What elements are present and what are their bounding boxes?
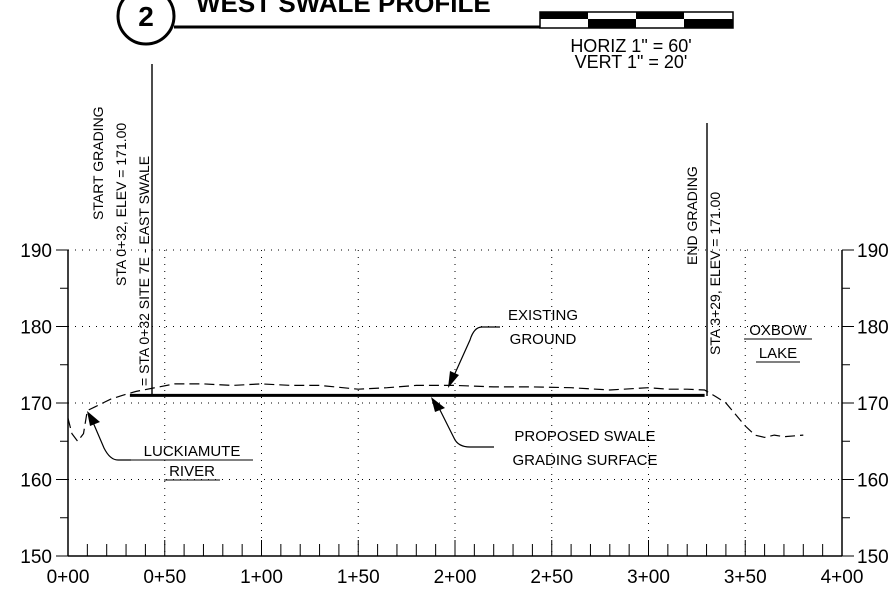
existing-ground-arrowhead [448, 371, 459, 388]
x-tick-label: 4+00 [821, 567, 864, 588]
lake-label-2: LAKE [759, 345, 797, 362]
scale-bar-seg-3 [636, 12, 684, 19]
y-tick-label-left: 160 [20, 471, 52, 492]
proposed-swale-label-1: PROPOSED SWALE [514, 428, 655, 445]
axis-ticks [56, 249, 854, 557]
profile-title: WEST SWALE PROFILE [196, 0, 491, 18]
river-leader [91, 419, 131, 461]
scale-bar-seg-4 [684, 19, 733, 28]
y-tick-label-right: 170 [857, 394, 889, 415]
end-grading-label: END GRADING [684, 166, 700, 265]
x-tick-label: 3+50 [724, 567, 767, 588]
axis-labels: 0+00 0+50 1+00 1+50 2+00 2+50 3+00 3+50 4+00 190 1… [20, 241, 888, 588]
existing-ground-callout: EXISTING GROUND [448, 307, 578, 388]
proposed-swale-label-2: GRADING SURFACE [512, 452, 657, 469]
lake-label: OXBOW LAKE [744, 322, 812, 363]
existing-ground-line [67, 383, 804, 443]
existing-ground-label-2: GROUND [510, 331, 577, 348]
scale-bar-seg-1 [540, 12, 588, 19]
scale-bar-seg-2 [588, 19, 636, 28]
y-tick-label-left: 170 [20, 394, 52, 415]
existing-ground-label-1: EXISTING [508, 307, 578, 324]
y-tick-label-right: 180 [857, 318, 889, 339]
x-tick-label: 2+00 [434, 567, 477, 588]
x-tick-label: 0+00 [47, 567, 90, 588]
x-tick-label: 1+50 [337, 567, 380, 588]
x-tick-label: 1+00 [240, 567, 283, 588]
detail-number: 2 [138, 1, 154, 32]
proposed-swale-leader [436, 403, 494, 448]
proposed-swale-callout: PROPOSED SWALE GRADING SURFACE [431, 397, 658, 469]
end-grading-sta-label: STA 3+29, ELEV = 171.00 [707, 192, 723, 355]
grid [68, 249, 842, 556]
river-label-2: RIVER [169, 463, 215, 480]
detail-number-circle [116, 0, 176, 46]
start-grading-sta-label: STA 0+32, ELEV = 171.00 [113, 123, 129, 286]
scale-vert: VERT 1" = 20' [575, 52, 688, 72]
start-grading-match-label: = STA 0+32 SITE 7E - EAST SWALE [136, 156, 152, 386]
y-tick-label-right: 150 [857, 547, 889, 568]
lake-label-1: OXBOW [749, 322, 807, 339]
x-tick-label: 2+50 [530, 567, 573, 588]
river-label-1: LUCKIAMUTE [144, 443, 241, 460]
x-tick-label: 0+50 [143, 567, 186, 588]
river-arrowhead [87, 411, 100, 426]
existing-ground-leader [451, 326, 500, 381]
proposed-swale-arrowhead [431, 397, 445, 412]
y-tick-label-right: 190 [857, 241, 889, 262]
start-grading-label: START GRADING [90, 106, 106, 220]
x-tick-label: 3+00 [627, 567, 670, 588]
y-tick-label-left: 190 [20, 241, 52, 262]
river-callout: LUCKIAMUTE RIVER [87, 411, 253, 481]
y-tick-label-left: 180 [20, 318, 52, 339]
y-tick-label-left: 150 [20, 547, 52, 568]
y-tick-label-right: 160 [857, 471, 889, 492]
scale-horiz: HORIZ 1" = 60' [570, 36, 691, 56]
scale-bar: HORIZ 1" = 60' VERT 1" = 20' [539, 11, 734, 72]
